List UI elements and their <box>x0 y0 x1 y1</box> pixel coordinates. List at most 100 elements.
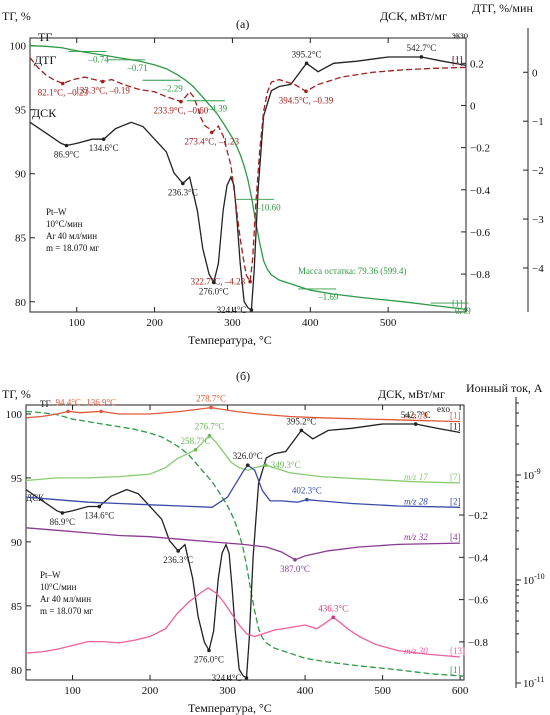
peak-marker <box>100 79 105 84</box>
panel-b-info-4: m = 18.070 мг <box>40 606 93 616</box>
panel-b-info-3: Ar 40 мл/мин <box>40 594 91 604</box>
peak-label: 395.2°C <box>292 49 322 59</box>
plot-frame <box>25 404 465 681</box>
peak-label: 276.0°C <box>199 286 229 296</box>
series-line-тг <box>29 45 467 311</box>
series-line-m-z-32 <box>25 527 461 561</box>
tg-tick-label: 80 <box>15 297 27 309</box>
peak-label: 395.2°C <box>286 416 316 426</box>
peak-marker <box>176 549 180 553</box>
tg-tick-label: 100 <box>6 409 23 421</box>
dsc-tick-label: −0.2 <box>468 510 488 522</box>
dsc-tick-label: −0.8 <box>470 269 490 281</box>
peak-label: 236.3°C <box>168 187 198 197</box>
x-tick-label: 600 <box>452 685 469 697</box>
panel-a-dsc-axis-title: ДСК, мВт/мг <box>380 9 447 23</box>
ion-tick-label: 10-11 <box>523 675 544 690</box>
series-name-label: m/z 32 <box>404 532 428 542</box>
peak-label: 94.4°C <box>55 397 80 407</box>
tg-tick-label: 95 <box>15 105 27 117</box>
series-name-label: m/z 18 <box>404 411 428 421</box>
panel-a-info-2: 10°C/мин <box>46 219 83 229</box>
series-tag-label: [1] <box>450 411 461 421</box>
peak-label: 134.6°C <box>84 511 114 521</box>
mass-step-label: –0.49 <box>450 306 472 316</box>
series-line-m-z-18 <box>25 406 461 423</box>
peak-marker <box>413 422 418 426</box>
panel-a-plot: 100 200 300 400 500 80 85 90 95 100 0.2 0 −0.2 −0.4 −0… <box>10 28 544 329</box>
peak-label: 233.9°C, –0.60 <box>154 106 209 116</box>
peak-label: 349.3°C <box>271 460 301 470</box>
peak-marker <box>209 405 213 410</box>
panel-b-dsc-axis-title: ДСК, мВт/мг <box>378 387 445 401</box>
peak-label: 324.4°C <box>217 305 247 315</box>
dsc-tick-label: −0.8 <box>468 637 488 649</box>
mass-step-label: –0.74 <box>88 54 110 64</box>
series-tag-label: [1] <box>452 56 463 66</box>
tg-tick-label: 95 <box>11 473 23 485</box>
dsc-tick-label: −0.6 <box>470 227 490 239</box>
peak-label: 394.5°C, –0.39 <box>279 95 334 105</box>
mass-step-label: –10.60 <box>255 202 281 212</box>
peak-label: 278.7°C <box>196 394 226 404</box>
series-name-label: m/z 28 <box>404 496 428 506</box>
peak-label: 436.3°C <box>318 603 348 613</box>
peak-marker <box>304 89 308 94</box>
peak-marker <box>331 615 336 620</box>
peak-label: 276.0°C <box>194 654 224 664</box>
panel-a-label: (а) <box>236 17 249 31</box>
tg-tick-label: 80 <box>11 665 23 677</box>
peak-label: 542.7°C <box>406 43 436 53</box>
dsc-tick-label: 0 <box>470 100 476 112</box>
ion-tick-label: 10-9 <box>523 467 541 482</box>
panel-b-x-axis-title: Температура, °C <box>188 701 272 715</box>
x-tick-label: 300 <box>219 685 236 697</box>
dtg-tick-label: −4 <box>532 263 544 275</box>
peak-label: 86.9°C <box>50 517 75 527</box>
x-tick-label: 500 <box>374 685 391 697</box>
panel-b-tg-axis-title: ТГ, % <box>2 387 31 401</box>
panel-a-exo-label: экзо <box>452 30 469 40</box>
panel-b: (б) ТГ, % ДСК, мВт/мг Ионный ток, A exo … <box>2 369 543 715</box>
panel-b-info-block: Pt–W 10°C/мин Ar 40 мл/мин m = 18.070 мг <box>40 570 93 616</box>
series-tag-label: [1] <box>450 422 461 432</box>
series-line-m-z-17 <box>25 434 461 484</box>
peak-label: 136.9°C <box>86 397 116 407</box>
dtg-tick-label: −1 <box>532 116 544 128</box>
panel-b-label: (б) <box>236 369 250 383</box>
series-tag-label: [7] <box>450 472 461 482</box>
panel-a-info-1: Pt–W <box>46 207 67 217</box>
panel-a-tg-series-label: ТГ <box>38 30 52 44</box>
panel-a-info-block: Pt–W 10°C/мин Ar 40 мл/мин m = 18.070 мг <box>46 207 99 253</box>
series-tag-label: [2] <box>450 496 461 506</box>
peak-marker <box>245 463 250 467</box>
peak-label: 273.4°C, –1.23 <box>184 136 239 146</box>
panel-a-dtg-axis-title: ДТГ, %/мин <box>472 1 533 15</box>
panel-a-x-axis-title: Температура, °C <box>188 333 272 347</box>
peak-marker <box>181 181 185 186</box>
series-tag-label: [4] <box>450 532 461 542</box>
x-tick-label: 200 <box>142 685 159 697</box>
peak-label: 322.7°C, –4.28 <box>190 277 245 287</box>
peak-label: 324.4°C <box>212 673 242 683</box>
tg-tick-label: 85 <box>11 601 23 613</box>
peak-marker <box>299 428 304 433</box>
peak-marker <box>305 497 309 502</box>
peak-marker <box>207 433 212 438</box>
panel-a-tg-axis-title: ТГ, % <box>2 9 31 23</box>
mass-step-label: –2.29 <box>161 83 183 93</box>
dsc-tick-label: −0.4 <box>468 552 488 564</box>
mass-step-label: –0.71 <box>126 63 147 73</box>
plot-frame <box>29 37 467 313</box>
peak-marker <box>419 55 424 59</box>
dtg-tick-label: 0 <box>532 67 538 79</box>
tg-tick-label: 90 <box>15 169 27 181</box>
peak-label: 542.7°C <box>401 410 431 420</box>
chart-marks: 100 200 300 400 500 80 85 90 95 100 0.2 0 −0.2 −0.4 −0… <box>6 28 545 697</box>
panel-b-exo-label: exo <box>437 404 450 414</box>
peak-label: 236.3°C <box>163 555 193 565</box>
panel-b-tg-series-label: ТГ <box>40 399 51 409</box>
peak-marker <box>209 130 214 135</box>
peak-marker <box>244 676 249 680</box>
